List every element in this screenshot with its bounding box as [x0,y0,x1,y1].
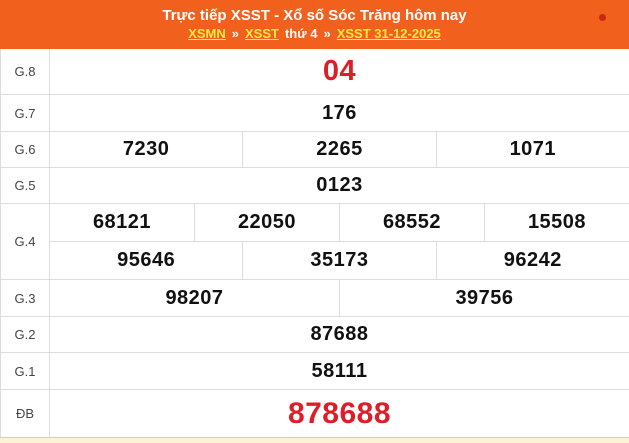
prize-value: 35173 [242,242,435,279]
prize-value: 95646 [117,249,176,271]
prize-value-line: 878688 [50,390,629,437]
prize-value-line: 176 [50,95,629,131]
prize-value-line: 87688 [50,317,629,352]
prize-value: 58111 [311,359,368,382]
prize-value-line: 0123 [50,168,629,203]
breadcrumb-separator: » [231,25,239,41]
prize-row-g2: G.2 87688 [1,317,629,353]
prize-values-area: 7230 2265 1071 [50,132,629,167]
prize-value: 87688 [310,323,369,345]
prize-value: 96242 [435,242,629,279]
prize-values-area: 0123 [50,168,629,203]
prize-value: 98207 [165,286,224,309]
prize-value-line: 68121 22050 68552 15508 [50,204,629,241]
prize-value: 04 [322,55,357,87]
page-header: Trực tiếp XSST - Xổ số Sóc Trăng hôm nay… [0,0,629,49]
prize-values-area: 68121 22050 68552 15508 95646 35173 96242 [50,204,629,279]
prize-values-area: 176 [50,95,629,131]
prize-row-g5: G.5 0123 [1,168,629,204]
prize-value: 2265 [242,132,435,167]
prize-row-db: ĐB 878688 [1,390,629,437]
prize-value-line: 04 [50,49,629,94]
prize-label-g6: G.6 [1,132,50,167]
live-dot-icon [599,14,606,21]
breadcrumb: XSMN » XSST thứ 4 » XSST 31-12-2025 [185,25,444,41]
prize-values-area: 58111 [50,353,629,389]
prize-values-area: 04 [50,49,629,94]
prize-label-g8: G.8 [1,49,50,94]
breadcrumb-link[interactable]: XSST [244,25,279,41]
breadcrumb-link[interactable]: XSMN [188,25,226,41]
next-section-edge [0,437,629,443]
prize-row-g1: G.1 58111 [1,353,629,390]
prize-value: 7230 [122,138,170,160]
prize-label-g1: G.1 [1,353,50,389]
prize-value-line: 95646 35173 96242 [50,241,629,279]
prize-row-g6: G.6 7230 2265 1071 [1,132,629,168]
prize-value: 68121 [92,211,152,233]
prize-label-g4: G.4 [1,204,50,279]
breadcrumb-text: thứ 4 [284,25,318,41]
prize-label-g5: G.5 [1,168,50,203]
prize-value: 15508 [484,204,629,241]
prize-row-g3: G.3 98207 39756 [1,280,629,317]
prize-value: 39756 [339,280,629,316]
prize-label-g3: G.3 [1,280,50,316]
breadcrumb-link[interactable]: XSST 31-12-2025 [336,25,441,41]
prize-value: 68552 [339,204,484,241]
breadcrumb-separator: » [323,25,331,41]
prize-value: 176 [322,101,357,124]
prize-value: 0123 [316,174,363,196]
prize-value-line: 98207 39756 [50,280,629,316]
prize-label-g2: G.2 [1,317,50,352]
prize-value: 1071 [435,132,629,167]
prize-values-area: 878688 [50,390,629,437]
lottery-results-table: G.8 04 G.7 176 G.6 7230 2265 1071 G.5 0123 G.4 6812… [0,49,629,437]
prize-values-area: 98207 39756 [50,280,629,316]
prize-label-g7: G.7 [1,95,50,131]
prize-value: 22050 [194,204,339,241]
prize-values-area: 87688 [50,317,629,352]
prize-value: 878688 [287,396,392,430]
prize-row-g8: G.8 04 [1,49,629,95]
prize-row-g7: G.7 176 [1,95,629,132]
prize-row-g4: G.4 68121 22050 68552 15508 95646 35173 96242 [1,204,629,280]
prize-label-db: ĐB [1,390,50,437]
prize-value-line: 58111 [50,353,629,389]
prize-value-line: 7230 2265 1071 [50,132,629,167]
page-title: Trực tiếp XSST - Xổ số Sóc Trăng hôm nay [162,7,467,25]
